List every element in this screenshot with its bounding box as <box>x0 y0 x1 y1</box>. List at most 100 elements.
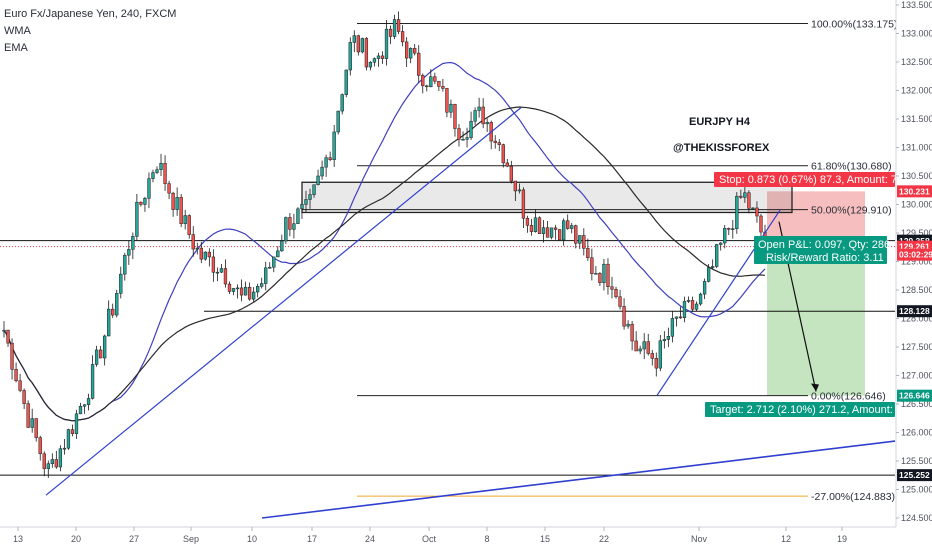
candle-down <box>425 85 429 88</box>
price-tag <box>897 389 932 402</box>
candle-up <box>219 268 224 273</box>
candle-down <box>622 306 626 327</box>
candle-up <box>260 283 264 287</box>
candle-up <box>115 293 119 316</box>
candle-up <box>312 184 316 195</box>
candle-down <box>388 28 393 37</box>
candle-up <box>107 308 111 337</box>
candle-down <box>227 283 232 292</box>
stop-label: Stop: 0.873 (0.67%) 87.3, Amount: 75 <box>719 174 903 186</box>
candle-up <box>666 336 671 340</box>
candle-up <box>292 223 296 230</box>
ema-line <box>3 106 766 422</box>
candle-up <box>300 204 304 210</box>
price-tick-label: 132.500 <box>901 57 932 67</box>
candle-up <box>638 348 642 352</box>
candle-up <box>231 288 236 292</box>
candle-up <box>626 323 630 327</box>
candle-up <box>251 291 256 300</box>
candle-up <box>642 341 646 350</box>
price-tag-label: 130.231 <box>899 186 930 196</box>
candle-up <box>549 227 554 238</box>
candles <box>2 11 767 478</box>
candle-up <box>706 267 711 282</box>
candle-down <box>537 217 542 234</box>
candle-down <box>167 183 171 194</box>
time-tick-label: Sep <box>183 534 199 544</box>
price-tick-label: 127.500 <box>901 342 932 352</box>
candle-down <box>630 323 634 342</box>
price-tag-label: 129.261 <box>899 242 930 252</box>
candle-down <box>529 225 534 232</box>
candle-down <box>288 217 292 230</box>
candle-up <box>541 227 546 234</box>
wma-line <box>3 61 766 422</box>
candle-down <box>501 144 505 164</box>
candle-up <box>594 273 598 275</box>
candle-down <box>239 287 244 296</box>
candle-down <box>457 128 461 140</box>
candle-up <box>155 169 159 173</box>
candle-down <box>437 80 441 87</box>
price-tick-label: 124.500 <box>901 513 932 523</box>
stop-label-box <box>714 172 895 187</box>
candle-down <box>356 35 360 53</box>
candle-up <box>674 316 679 319</box>
candle-down <box>404 41 409 59</box>
price-tick-label: 129.500 <box>901 228 932 238</box>
chart-legend: Euro Fx/Japanese Yen, 240, FXCM WMA EMA <box>4 6 176 57</box>
pnl-text: Open P&L: 0.097, Qty: 286 <box>758 239 890 251</box>
candle-down <box>634 340 638 352</box>
fib-label: 61.80%(130.680) <box>811 161 892 173</box>
candle-up <box>461 138 465 141</box>
candle-up <box>94 349 99 365</box>
price-tag <box>897 248 932 261</box>
candle-up <box>719 242 723 245</box>
candle-up <box>195 247 199 250</box>
candle-up <box>280 240 284 252</box>
candle-down <box>610 286 614 290</box>
candle-down <box>574 225 578 244</box>
fib-label: 100.00%(133.175) <box>811 19 897 31</box>
stop-zone <box>767 191 865 241</box>
candle-down <box>199 247 203 260</box>
candle-up <box>344 69 348 95</box>
candle-up <box>711 266 715 268</box>
candle-down <box>139 201 143 205</box>
candle-up <box>698 293 703 305</box>
candle-up <box>372 58 377 63</box>
candle-up <box>264 267 268 284</box>
candle-up <box>235 287 240 290</box>
candle-down <box>582 235 586 249</box>
time-axis-bg <box>0 527 896 550</box>
time-tick-label: Oct <box>422 534 437 544</box>
candle-up <box>82 404 87 407</box>
candle-up <box>376 55 381 59</box>
candle-up <box>578 235 582 244</box>
candle-up <box>131 236 135 250</box>
candle-down <box>433 76 437 82</box>
candle-down <box>171 192 175 210</box>
candle-down <box>727 228 731 230</box>
candle-down <box>70 429 75 434</box>
candle-up <box>368 61 373 68</box>
candle-up <box>384 28 389 59</box>
candle-down <box>493 140 497 143</box>
arrow-head <box>811 383 819 392</box>
candle-down <box>34 418 38 438</box>
price-tick-label: 127.000 <box>901 371 932 381</box>
time-tick-label: 27 <box>129 534 139 544</box>
time-tick-label: 12 <box>781 534 791 544</box>
candle-up <box>203 251 207 260</box>
candle-up <box>348 42 352 71</box>
candle-down <box>14 369 18 382</box>
candle-up <box>123 254 127 275</box>
annotation-title: EURJPY H4 <box>689 116 751 128</box>
candle-up <box>272 256 276 268</box>
fib-label: 50.00%(129.910) <box>811 205 892 217</box>
time-tick-label: Nov <box>691 534 708 544</box>
candle-up <box>175 197 179 210</box>
candle-down <box>42 453 46 469</box>
time-tick-label: 10 <box>247 534 257 544</box>
